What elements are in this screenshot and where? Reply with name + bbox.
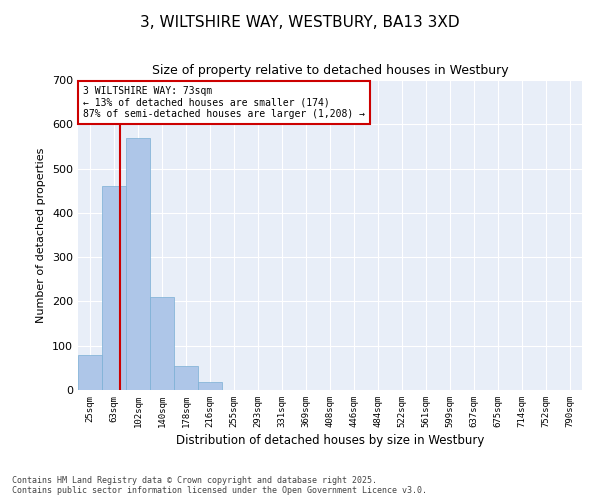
Bar xyxy=(150,297,174,390)
Y-axis label: Number of detached properties: Number of detached properties xyxy=(37,148,46,322)
Text: 3 WILTSHIRE WAY: 73sqm
← 13% of detached houses are smaller (174)
87% of semi-de: 3 WILTSHIRE WAY: 73sqm ← 13% of detached… xyxy=(83,86,365,120)
Title: Size of property relative to detached houses in Westbury: Size of property relative to detached ho… xyxy=(152,64,508,78)
Bar xyxy=(126,138,150,390)
Bar xyxy=(78,354,102,390)
X-axis label: Distribution of detached houses by size in Westbury: Distribution of detached houses by size … xyxy=(176,434,484,447)
Text: 3, WILTSHIRE WAY, WESTBURY, BA13 3XD: 3, WILTSHIRE WAY, WESTBURY, BA13 3XD xyxy=(140,15,460,30)
Text: Contains HM Land Registry data © Crown copyright and database right 2025.
Contai: Contains HM Land Registry data © Crown c… xyxy=(12,476,427,495)
Bar xyxy=(198,382,222,390)
Bar xyxy=(174,366,198,390)
Bar xyxy=(102,186,126,390)
